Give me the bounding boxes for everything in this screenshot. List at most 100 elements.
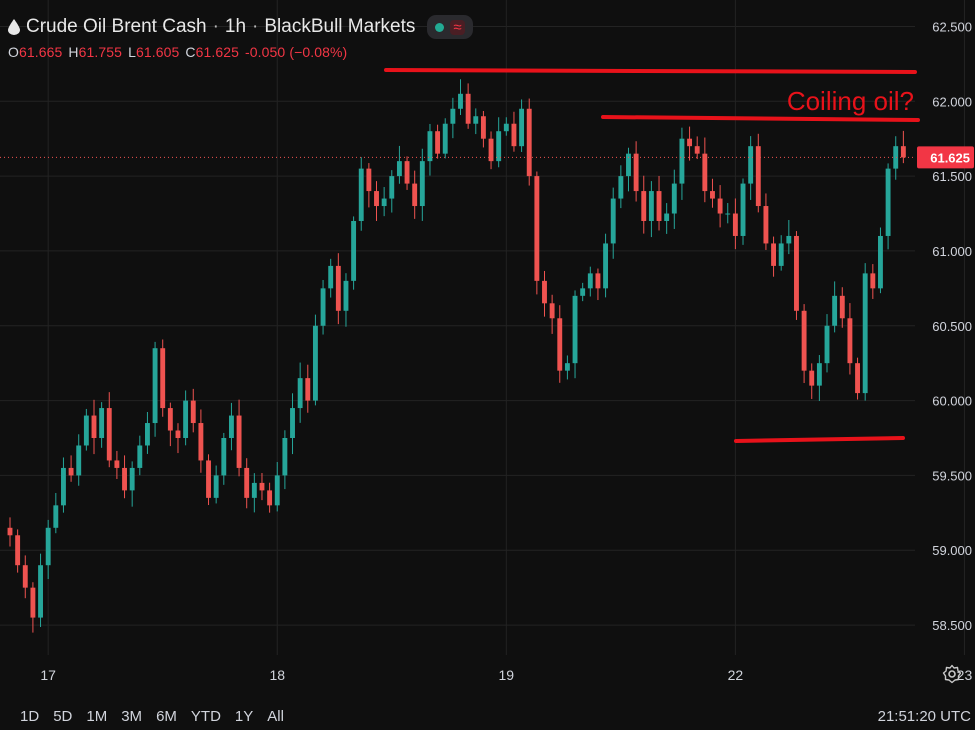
candle: [419, 148, 425, 221]
candle-body: [564, 363, 570, 371]
candle: [626, 147, 631, 192]
settings-gear-icon[interactable]: [942, 664, 962, 684]
candle-body: [442, 123, 448, 154]
candle: [122, 455, 127, 499]
price-tick-label: 58.500: [932, 618, 972, 633]
candle: [595, 268, 601, 301]
candle: [114, 450, 120, 480]
candle: [38, 553, 43, 627]
candle: [290, 393, 295, 455]
price-tick-label: 60.000: [932, 394, 972, 409]
candle-body: [68, 467, 74, 476]
range-button-1y[interactable]: 1Y: [234, 708, 254, 725]
candle-body: [595, 273, 601, 289]
candle-body: [91, 415, 97, 438]
candle: [900, 130, 906, 164]
range-button-1m[interactable]: 1M: [86, 708, 108, 725]
candle: [687, 126, 693, 161]
chart-header: Crude Oil Brent Cash · 1h · BlackBull Ma…: [8, 10, 473, 44]
candle-body: [305, 378, 311, 401]
candle-body: [755, 146, 761, 207]
candle-body: [122, 467, 127, 491]
candle: [213, 465, 219, 504]
candle: [221, 432, 227, 485]
candle-body: [274, 475, 280, 506]
time-tick-label: 17: [40, 667, 56, 683]
candle: [320, 279, 326, 335]
candle: [198, 409, 204, 473]
price-tick-label: 62.500: [932, 19, 972, 34]
candle: [190, 388, 196, 433]
high-label: H: [68, 44, 79, 60]
candle: [106, 392, 112, 468]
candle: [137, 435, 143, 476]
candle-body: [328, 265, 334, 289]
candle: [794, 231, 799, 320]
candle: [381, 187, 387, 217]
candle: [610, 187, 616, 259]
candle-body: [717, 198, 723, 214]
candle-body: [763, 206, 769, 244]
candle-body: [603, 243, 609, 289]
candle-body: [503, 123, 509, 132]
candle-body: [519, 108, 525, 147]
last-price-badge: [917, 146, 974, 169]
candle: [297, 362, 303, 423]
candle-body: [114, 460, 120, 468]
range-button-6m[interactable]: 6M: [156, 708, 177, 725]
title-separator: ·: [212, 16, 219, 37]
candle-body: [167, 408, 173, 431]
candle-body: [702, 153, 708, 192]
candle: [488, 131, 494, 170]
candle-body: [870, 273, 876, 289]
candle: [351, 216, 357, 290]
candle: [404, 156, 410, 190]
candle-body: [878, 235, 883, 289]
candle: [305, 364, 311, 413]
candle-body: [893, 146, 899, 169]
candle: [671, 169, 677, 229]
market-status-pill[interactable]: ≈: [427, 15, 473, 39]
candle: [251, 473, 257, 513]
candle: [763, 193, 769, 250]
interval-label[interactable]: 1h: [224, 16, 247, 37]
candle: [274, 462, 280, 512]
candle: [244, 458, 250, 509]
candle: [175, 423, 181, 454]
candle-body: [290, 408, 295, 438]
bottom-toolbar: 1D 5D 1M 3M 6M YTD 1Y All 21:51:20 UTC: [0, 700, 975, 730]
range-button-5d[interactable]: 5D: [53, 708, 73, 725]
candle-body: [175, 430, 181, 438]
title-separator: ·: [252, 16, 259, 37]
candle-body: [656, 191, 662, 221]
symbol-title[interactable]: Crude Oil Brent Cash: [26, 16, 207, 37]
candle-body: [786, 235, 792, 244]
candle-body: [664, 213, 670, 221]
candle-body: [412, 183, 418, 207]
candle: [144, 411, 150, 454]
market-open-dot-icon: [435, 22, 445, 32]
close-value: 61.625: [195, 44, 240, 60]
range-button-ytd[interactable]: YTD: [190, 708, 221, 725]
open-label: O: [8, 44, 19, 60]
candle: [335, 253, 341, 325]
candle: [259, 473, 265, 501]
candle-body: [228, 415, 234, 438]
candle-body: [862, 273, 868, 394]
range-button-3m[interactable]: 3M: [121, 708, 143, 725]
candle-body: [22, 565, 28, 588]
candle-body: [542, 280, 547, 304]
support-line: [734, 436, 905, 443]
candle: [656, 175, 662, 231]
candle-body: [137, 445, 143, 468]
candle: [206, 454, 211, 506]
candle: [755, 133, 761, 213]
time-tick-label: 18: [269, 667, 285, 683]
candle: [862, 263, 868, 401]
candle: [694, 136, 700, 160]
range-button-1d[interactable]: 1D: [20, 708, 40, 725]
candle-body: [53, 505, 59, 528]
candle: [99, 402, 105, 448]
range-button-all[interactable]: All: [267, 708, 284, 725]
